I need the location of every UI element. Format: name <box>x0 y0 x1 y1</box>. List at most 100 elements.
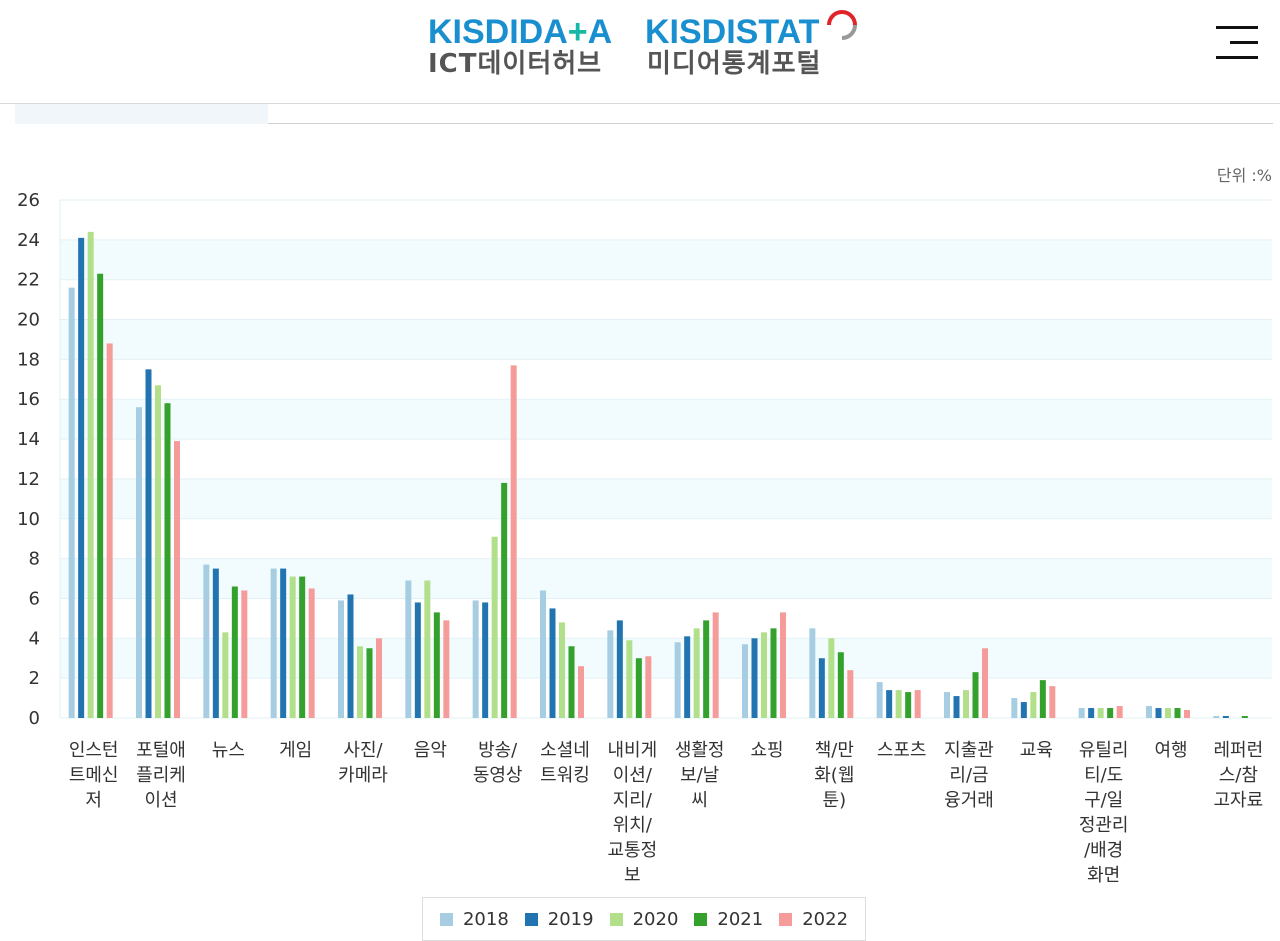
legend-label: 2021 <box>717 908 764 930</box>
legend-item-2022[interactable]: 2022 <box>779 909 848 930</box>
x-category-label-line: 보/날 <box>680 765 719 786</box>
bar-2018 <box>405 580 412 718</box>
bar-2019 <box>1155 708 1162 718</box>
hamburger-menu-button[interactable] <box>1216 26 1260 60</box>
bar-2018 <box>1213 716 1220 718</box>
logo1-main-b: + <box>567 13 588 51</box>
bar-2022 <box>443 620 450 718</box>
bar-2020 <box>87 231 94 718</box>
bar-2021 <box>299 576 306 718</box>
bar-2022 <box>645 656 652 718</box>
bar-2019 <box>886 690 893 718</box>
y-tick-label: 14 <box>17 429 40 450</box>
y-tick-label: 10 <box>17 509 40 530</box>
bar-2019 <box>549 608 556 718</box>
kisdistat-logo[interactable]: KISDISTAT 미디어통계포털 <box>645 10 857 78</box>
bar-2021 <box>905 692 912 718</box>
bar-2021 <box>231 586 238 718</box>
x-category-label-line: 위치/ <box>613 815 653 836</box>
bar-2018 <box>68 287 75 718</box>
bar-2022 <box>376 638 382 718</box>
bar-2022 <box>241 590 248 718</box>
kisdidata-logo[interactable]: KISDIDA+A ICT데이터허브 <box>428 14 612 78</box>
bar-2020 <box>559 622 565 718</box>
x-category-label-line: 이션 <box>144 790 177 811</box>
y-tick-label: 22 <box>17 270 40 291</box>
y-tick-label: 18 <box>17 349 40 370</box>
plot-band <box>60 319 1272 360</box>
bar-2020 <box>491 536 498 718</box>
bar-2020 <box>1097 708 1104 718</box>
x-category-label: 레퍼런 스/참 고자료 <box>1213 740 1263 811</box>
bar-2020 <box>1165 708 1171 718</box>
plot-band <box>60 478 1272 519</box>
x-category-label-line: 정관리 <box>1079 815 1129 836</box>
bar-2022 <box>578 666 584 718</box>
x-category-label-line: 여행 <box>1154 740 1187 761</box>
unit-label: 단위 :% <box>1216 166 1272 185</box>
plot-band <box>60 399 1272 440</box>
bar-2019 <box>347 594 354 718</box>
y-tick-label: 26 <box>17 190 40 211</box>
x-category-label: 뉴스 <box>212 740 245 761</box>
x-category-label: 유틸리 티/도 구/일 정관리/배경 화면 <box>1079 740 1129 886</box>
bar-2019 <box>280 568 287 718</box>
y-tick-label: 4 <box>29 628 40 649</box>
legend-item-2018[interactable]: 2018 <box>439 909 509 930</box>
ring-logo-icon <box>827 10 857 40</box>
x-category-label: 사진/카메라 <box>338 740 388 786</box>
bar-2020 <box>1030 692 1037 718</box>
menu-line-icon <box>1216 56 1258 59</box>
bar-2019 <box>78 237 85 718</box>
bar-2021 <box>1241 716 1248 718</box>
x-category-label-line: 구/일 <box>1084 790 1123 811</box>
x-category-label-line: 책/만 <box>815 740 854 761</box>
bar-2019 <box>1020 702 1027 718</box>
bar-2018 <box>540 590 546 718</box>
x-category-label-line: 보 <box>624 865 641 886</box>
bar-2020 <box>895 690 902 718</box>
legend-label: 2020 <box>632 908 679 930</box>
x-category-label-line: 카메라 <box>338 765 388 786</box>
bar-2022 <box>780 612 786 718</box>
x-category-label-line: 게임 <box>279 740 312 761</box>
legend-item-2020[interactable]: 2020 <box>609 908 679 930</box>
legend-item-2021[interactable]: 2021 <box>694 909 763 930</box>
x-category-label: 방송/동영상 <box>473 740 523 786</box>
bar-2018 <box>1146 706 1152 718</box>
x-category-label-line: 생활정 <box>675 740 725 761</box>
x-category-label-line: 소셜네 <box>540 740 590 761</box>
legend-label: 2022 <box>802 908 849 930</box>
active-tab[interactable] <box>15 104 268 124</box>
bar-2022 <box>1049 686 1056 718</box>
bar-2018 <box>203 564 210 718</box>
x-category-label: 여행 <box>1154 740 1187 761</box>
bar-2022 <box>914 690 921 718</box>
plot-band <box>60 678 1272 718</box>
bar-2020 <box>357 646 363 718</box>
x-category-label: 책/만 화(웹 툰) <box>814 740 854 811</box>
legend-item-2019[interactable]: 2019 <box>524 909 594 930</box>
y-tick-label: 20 <box>17 310 40 331</box>
x-category-label-line: 지리/ <box>613 790 653 811</box>
plot-band <box>60 638 1272 679</box>
bar-2018 <box>944 692 950 718</box>
plot-band <box>60 518 1272 559</box>
x-category-label-line: 융거래 <box>944 790 994 811</box>
x-category-label: 게임 <box>279 740 312 761</box>
plot-band <box>60 239 1272 280</box>
x-category-label-line: 화면 <box>1087 865 1120 886</box>
bar-2021 <box>501 482 508 718</box>
x-category-label-line: /배경 <box>1084 840 1123 861</box>
x-category-label: 교육 <box>1020 740 1053 761</box>
x-category-label: 음악 <box>414 740 447 761</box>
bar-2022 <box>106 343 113 718</box>
x-category-label-line: 유틸리 <box>1079 740 1129 761</box>
legend-swatch <box>779 912 793 926</box>
bar-2019 <box>616 620 623 718</box>
bar-2021 <box>1107 708 1114 718</box>
bar-2022 <box>308 588 315 718</box>
x-category-label-line: 트메신 <box>69 765 119 786</box>
chart-legend: 2018 2019 2020 2021 2022 <box>422 897 866 941</box>
